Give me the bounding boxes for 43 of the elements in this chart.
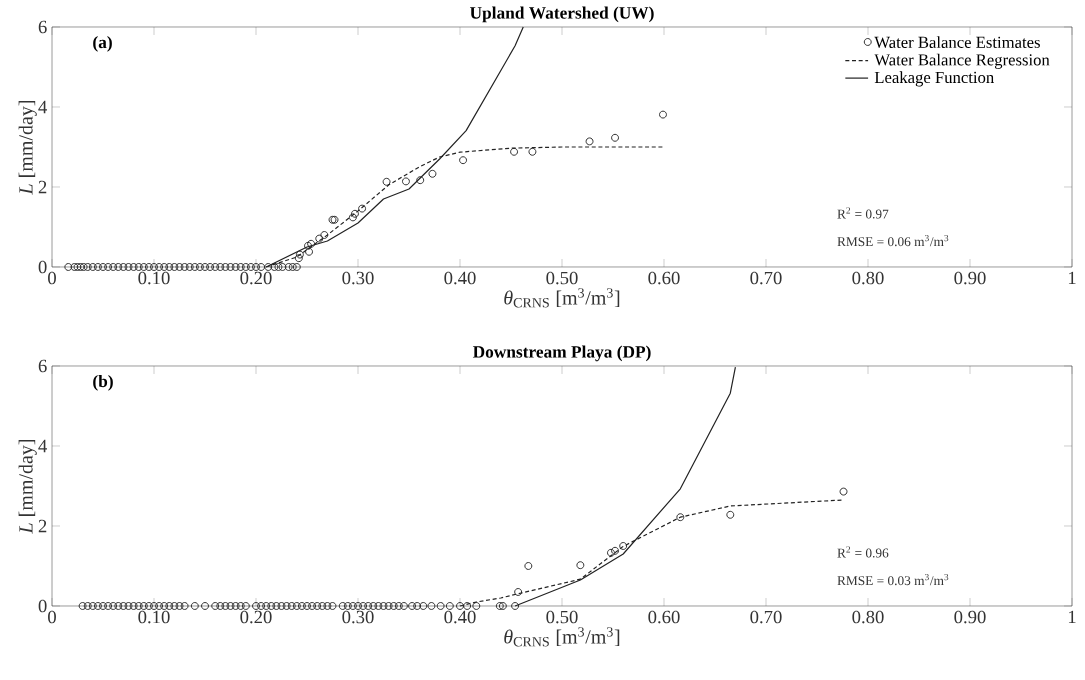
x-axis-title: θ$_{CRNS}$ [m$^{3}$/m$^{3}$] [504,288,620,308]
x-tick-label: 0.40 [444,271,476,285]
x-tick-label: 0.60 [648,271,680,285]
x-tick-label: 0.40 [444,610,476,624]
x-tick-label: 0.50 [546,271,578,285]
chart-title: Upland Watershed (UW) [469,6,654,23]
y-axis-title: L [mm/day] [18,439,37,534]
annotation: R$^{2}$ = 0.97 [837,207,889,219]
y-axis-title: L [mm/day] [18,100,37,195]
y-tick-label: 0 [38,599,47,613]
annotation: R$^{2}$ = 0.96 [837,546,889,558]
annotation: (b) [93,374,113,391]
annotation: RMSE = 0.06 m$^{3}$/m$^{3}$ [837,234,949,247]
annotation: RMSE = 0.03 m$^{3}$/m$^{3}$ [837,573,949,586]
y-tick-label: 4 [38,100,48,114]
x-tick-label: 0.10 [138,271,170,285]
y-tick-label: 4 [38,439,48,453]
x-tick-label: 1 [1068,271,1076,285]
legend-label: Water Balance Regression [874,53,1050,69]
y-tick-label: 2 [38,519,47,533]
x-tick-label: 0.10 [138,610,170,624]
y-tick-label: 2 [38,180,47,194]
x-tick-label: 0.80 [852,610,884,624]
x-tick-label: 0.50 [546,610,578,624]
y-tick-label: 6 [38,20,47,34]
x-axis-title: θ$_{CRNS}$ [m$^{3}$/m$^{3}$] [504,627,620,647]
legend-label: Water Balance Estimates [874,36,1040,49]
legend-label: Leakage Function [874,71,994,87]
annotation: (a) [93,35,112,52]
x-tick-label: 0.20 [240,271,272,285]
y-tick-label: 6 [38,359,47,373]
x-tick-label: 0.70 [750,610,782,624]
x-tick-label: 0.90 [954,610,986,624]
x-tick-label: 0.80 [852,271,884,285]
x-tick-label: 0.90 [954,271,986,285]
chart-title: Downstream Playa (DP) [472,345,651,362]
x-tick-label: 0.70 [750,271,782,285]
x-tick-label: 0.60 [648,610,680,624]
x-tick-label: 1 [1068,610,1076,624]
x-tick-label: 0.30 [342,271,374,285]
x-tick-label: 0.20 [240,610,272,624]
y-tick-label: 0 [38,260,47,274]
x-tick-label: 0.30 [342,610,374,624]
